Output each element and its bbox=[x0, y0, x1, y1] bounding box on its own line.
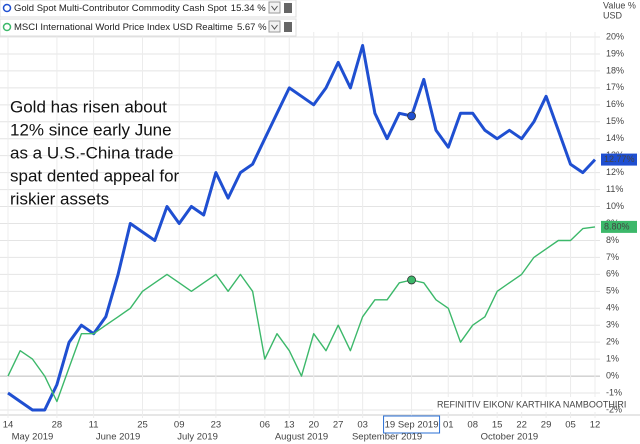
y-tick-label: 7% bbox=[606, 252, 619, 262]
y-tick-label: 11% bbox=[606, 184, 623, 194]
legend-chevron bbox=[271, 24, 278, 30]
legend-bg bbox=[0, 18, 297, 37]
y-tick-label: 15% bbox=[606, 116, 624, 126]
y-tick-label: -1% bbox=[606, 387, 622, 397]
x-tick-label: 14 bbox=[3, 420, 14, 431]
y-tick-label: 18% bbox=[606, 65, 624, 75]
x-tick-label: 01 bbox=[443, 420, 454, 431]
x-tick-label: 19 Sep 2019 bbox=[385, 420, 439, 431]
legend-bg bbox=[0, 0, 297, 18]
month-label: June 2019 bbox=[96, 432, 140, 443]
x-tick-label: 29 bbox=[541, 420, 552, 431]
legend-delete[interactable] bbox=[284, 22, 292, 32]
legend-icon bbox=[2, 22, 12, 32]
x-tick-label: 25 bbox=[137, 420, 148, 431]
legend-entry: MSCI International World Price Index USD… bbox=[14, 22, 267, 33]
x-tick-label: 15 bbox=[492, 420, 503, 431]
x-tick-label: 22 bbox=[516, 420, 527, 431]
x-tick-label: 28 bbox=[52, 420, 63, 431]
month-label: July 2019 bbox=[177, 432, 218, 443]
y-tick-label: 12% bbox=[606, 167, 624, 177]
x-tick-label: 05 bbox=[565, 420, 576, 431]
y-tick-label: 3% bbox=[606, 320, 619, 330]
y-tick-label: 17% bbox=[606, 82, 624, 92]
y-tick-label: 0% bbox=[606, 370, 619, 380]
end-label: 12.77% bbox=[604, 154, 635, 164]
x-tick-label: 06 bbox=[260, 420, 271, 431]
month-label: September 2019 bbox=[352, 432, 422, 443]
end-label: 8.80% bbox=[604, 221, 630, 231]
annotation: spat dented appeal for bbox=[10, 166, 180, 185]
month-label: August 2019 bbox=[275, 432, 328, 443]
legend-button[interactable] bbox=[268, 1, 281, 14]
axis-title: Value % bbox=[603, 0, 636, 10]
end-label-box bbox=[601, 153, 637, 166]
x-tick-label: 03 bbox=[357, 420, 368, 431]
y-tick-label: 8% bbox=[606, 235, 619, 245]
annotation: Gold has risen about bbox=[10, 97, 167, 116]
legend-icon bbox=[2, 3, 12, 13]
x-tick-label: 12 bbox=[590, 420, 601, 431]
y-tick-label: 19% bbox=[606, 48, 624, 58]
axis-title: USD bbox=[603, 10, 623, 20]
highlight-marker bbox=[407, 275, 416, 285]
y-tick-label: 16% bbox=[606, 99, 624, 109]
legend-name: MSCI International World Price Index USD… bbox=[14, 22, 233, 33]
x-tick-label: 13 bbox=[284, 420, 295, 431]
x-tick-label: 08 bbox=[467, 420, 478, 431]
month-label: May 2019 bbox=[12, 432, 54, 443]
legend-entry: Gold Spot Multi-Contributor Commodity Ca… bbox=[14, 3, 266, 14]
y-tick-label: 14% bbox=[606, 133, 624, 143]
y-tick-label: 20% bbox=[606, 31, 624, 41]
legend-chevron bbox=[271, 5, 278, 11]
x-tick-label: 11 bbox=[89, 420, 99, 431]
legend-value: 5.67 % bbox=[237, 22, 267, 33]
end-label-box bbox=[601, 220, 637, 233]
y-tick-label: 5% bbox=[606, 286, 619, 296]
credit: REFINITIV EIKON/ KARTHIKA NAMBOOTHIRI bbox=[437, 399, 626, 409]
y-tick-label: 1% bbox=[606, 354, 619, 364]
legend-button[interactable] bbox=[268, 20, 281, 33]
y-tick-label: 4% bbox=[606, 303, 619, 313]
x-tick-label: 23 bbox=[211, 420, 222, 431]
highlight-marker bbox=[407, 111, 416, 121]
annotation: riskier assets bbox=[10, 189, 109, 208]
y-tick-label: 2% bbox=[606, 337, 619, 347]
annotation: 12% since early June bbox=[10, 120, 172, 139]
y-tick-label: -2% bbox=[606, 404, 622, 414]
x-tick-label: 20 bbox=[308, 420, 319, 431]
y-tick-label: 10% bbox=[606, 201, 624, 211]
line-series bbox=[7, 226, 596, 403]
credit-bg bbox=[433, 397, 600, 412]
x-tick-label: 27 bbox=[333, 420, 344, 431]
line-series bbox=[7, 44, 597, 412]
annotation: as a U.S.-China trade bbox=[10, 143, 173, 162]
x-tick-label: 09 bbox=[174, 420, 185, 431]
legend-value: 15.34 % bbox=[231, 3, 266, 14]
y-tick-label: 6% bbox=[606, 269, 619, 279]
legend-delete[interactable] bbox=[284, 3, 292, 13]
date-highlight bbox=[383, 415, 441, 434]
month-label: October 2019 bbox=[481, 432, 539, 443]
legend-name: Gold Spot Multi-Contributor Commodity Ca… bbox=[14, 3, 227, 14]
